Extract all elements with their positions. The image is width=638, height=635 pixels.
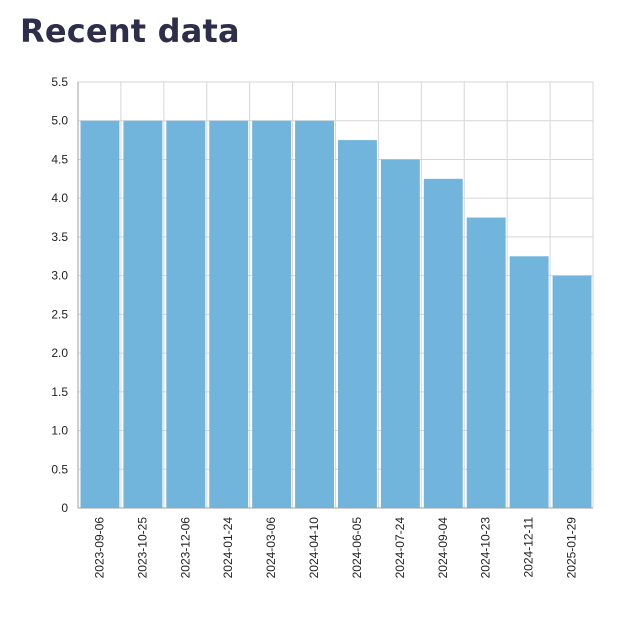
bar	[80, 120, 120, 509]
x-tick-label: 2024-09-04	[436, 517, 450, 579]
x-tick-label: 2023-12-06	[178, 517, 192, 579]
bar	[466, 217, 506, 508]
y-tick-label: 5.0	[51, 114, 68, 128]
bar	[295, 120, 334, 509]
y-tick-label: 0.5	[51, 462, 68, 476]
bar	[552, 275, 592, 508]
y-tick-label: 3.0	[51, 269, 68, 283]
x-tick-label: 2024-03-06	[264, 517, 278, 579]
x-tick-label: 2024-10-23	[479, 517, 493, 579]
page-title: Recent data	[20, 12, 240, 50]
bar-series	[80, 120, 592, 509]
x-tick-label: 2023-09-06	[92, 517, 106, 579]
y-tick-label: 4.0	[51, 191, 68, 205]
y-tick-label: 5.5	[51, 75, 68, 89]
bar	[338, 140, 377, 508]
x-tick-label: 2025-01-29	[565, 517, 579, 579]
y-tick-label: 2.0	[51, 346, 68, 360]
bar	[380, 159, 420, 509]
y-tick-label: 1.0	[51, 424, 68, 438]
x-axis-ticks: 2023-09-06 2023-10-25 2023-12-06 2024-01-24…	[92, 517, 578, 579]
x-tick-label: 2023-10-25	[135, 517, 149, 579]
y-tick-label: 2.5	[51, 307, 68, 321]
y-axis-ticks: 0 0.5 1.0 1.5 2.0 2.5 3.0 3.5 4.0 4.5 5.0 5.5	[51, 75, 68, 515]
y-tick-label: 1.5	[51, 385, 68, 399]
bar	[509, 256, 549, 508]
bar	[123, 120, 163, 509]
y-tick-label: 4.5	[51, 152, 68, 166]
x-tick-label: 2024-04-10	[307, 517, 321, 579]
grid-lines	[77, 81, 594, 509]
y-tick-label: 0	[61, 501, 68, 515]
x-tick-label: 2024-06-05	[350, 517, 364, 579]
bar	[209, 120, 249, 509]
bar	[252, 120, 292, 509]
x-tick-label: 2024-01-24	[221, 517, 235, 579]
bar	[423, 178, 463, 508]
x-tick-label: 2024-12-11	[522, 517, 536, 578]
axes	[77, 82, 593, 509]
bar	[166, 120, 206, 509]
x-tick-label: 2024-07-24	[393, 517, 407, 579]
y-tick-label: 3.5	[51, 230, 68, 244]
